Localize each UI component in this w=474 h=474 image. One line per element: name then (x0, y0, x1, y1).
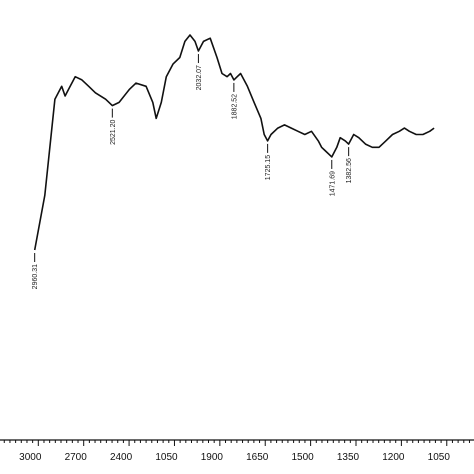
tick-label: 1350 (337, 452, 360, 463)
tick-label: 1050 (428, 452, 451, 463)
tick-label: 1500 (291, 452, 314, 463)
peak-label: 1882.52 (231, 94, 238, 119)
peak-annotation: 1471.69 (329, 159, 336, 196)
peak-annotation: 2521.20 (110, 108, 117, 145)
peak-label: 2032.07 (196, 65, 203, 90)
tick-label: 3000 (19, 452, 42, 463)
peak-label: 1471.69 (329, 171, 336, 196)
peak-annotation: 2032.07 (196, 54, 203, 90)
x-axis-ticks (3, 440, 470, 446)
peak-annotation: 1882.52 (231, 82, 238, 119)
tick-label: 1050 (155, 452, 178, 463)
tick-label: 1900 (201, 452, 224, 463)
tick-label: 1650 (246, 452, 269, 463)
tick-label: 2400 (110, 452, 133, 463)
peak-annotation: 1725.15 (265, 143, 272, 180)
peak-label: 2521.20 (110, 119, 117, 144)
peak-annotations: 2960.31 2521.20 2032.07 1882.52 1725.15 1471.… (32, 54, 353, 289)
tick-label: 2700 (65, 452, 88, 463)
peak-annotation: 2960.31 (32, 253, 39, 289)
peak-label: 1382.56 (346, 158, 353, 183)
peak-annotation: 1382.56 (346, 147, 353, 183)
peak-label: 1725.15 (265, 155, 272, 180)
spectrum-line (33, 34, 435, 251)
peak-label: 2960.31 (32, 264, 39, 289)
tick-label: 1200 (382, 452, 405, 463)
x-axis-tick-labels: 3000 2700 2400 1050 1900 1650 1500 1350 1200 1050 (19, 452, 450, 463)
